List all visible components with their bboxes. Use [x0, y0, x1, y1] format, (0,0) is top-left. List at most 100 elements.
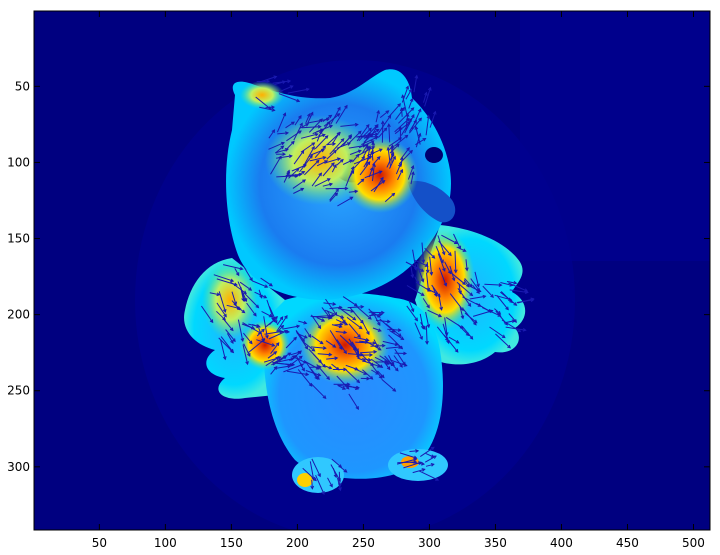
vector-arrow-head: [261, 328, 265, 333]
vector-arrow-head: [316, 376, 320, 381]
vector-arrow-head: [469, 335, 474, 340]
vector-arrow: [222, 264, 243, 270]
vector-arrow-head: [339, 158, 344, 163]
vector-arrow-head: [303, 320, 308, 325]
vector-arrow: [273, 352, 291, 364]
vector-arrow-head: [476, 287, 481, 292]
vector-arrow: [304, 328, 312, 338]
vector-arrow: [312, 128, 324, 135]
vector-arrow-head: [253, 312, 257, 317]
vector-arrow: [309, 461, 315, 480]
vector-arrow: [438, 296, 443, 310]
vector-arrow-head: [441, 251, 446, 256]
vector-arrow: [330, 107, 341, 125]
vector-arrow-head: [352, 316, 357, 321]
vector-arrow-head: [356, 354, 360, 359]
vector-arrow-head: [460, 315, 465, 320]
vector-arrow-head: [344, 104, 348, 109]
vector-arrow: [435, 246, 444, 263]
vector-arrow-head: [380, 374, 385, 379]
vector-arrow-head: [343, 469, 348, 473]
vector-arrow-head: [362, 358, 367, 362]
vector-arrow: [436, 326, 449, 341]
vector-arrow-head: [307, 334, 312, 338]
vector-arrow-head: [337, 106, 341, 111]
vector-arrow-head: [421, 468, 426, 472]
vector-arrow-head: [222, 308, 227, 313]
vector-arrow-head: [222, 356, 227, 361]
vector-arrow: [402, 95, 408, 115]
vector-arrow: [220, 336, 234, 353]
vector-arrow: [310, 368, 320, 380]
vector-arrow-head: [421, 259, 426, 264]
vector-arrow-head: [522, 328, 527, 332]
vector-arrow: [325, 298, 338, 316]
vector-arrow-head: [410, 308, 415, 313]
vector-arrow-head: [375, 371, 380, 375]
vector-arrow: [310, 346, 326, 349]
vector-arrow: [416, 263, 424, 282]
vector-arrow: [405, 261, 424, 272]
vector-arrow-head: [319, 118, 323, 123]
vector-arrow-head: [404, 134, 409, 139]
vector-arrow: [310, 382, 327, 399]
vector-arrow: [362, 358, 371, 361]
vector-arrow-head: [328, 365, 333, 370]
owl-beak: [408, 180, 456, 223]
vector-arrow-head: [331, 162, 335, 167]
vector-arrow-head: [322, 145, 327, 150]
vector-arrow: [425, 463, 434, 467]
vector-arrow-head: [305, 123, 310, 127]
vector-arrow: [314, 145, 326, 159]
vector-arrow: [358, 127, 372, 142]
vector-arrow-head: [334, 192, 339, 197]
vector-arrow-head: [317, 372, 322, 377]
vector-arrow-head: [230, 340, 234, 345]
vector-arrow: [331, 164, 337, 173]
vector-arrow-head: [243, 298, 248, 303]
vector-arrow: [342, 159, 353, 165]
vector-arrow: [348, 338, 360, 355]
vector-arrow-head: [331, 313, 336, 318]
vector-arrow: [337, 385, 346, 390]
vector-arrow-head: [275, 342, 280, 346]
vector-arrow-head: [298, 172, 303, 177]
vector-arrow-head: [426, 114, 431, 119]
vector-arrow: [216, 278, 238, 286]
vector-arrow: [367, 148, 383, 157]
vector-arrow-head: [443, 282, 448, 287]
vector-arrow-head: [370, 362, 374, 367]
vector-arrow: [329, 192, 338, 202]
vector-arrow-head: [455, 339, 460, 344]
vector-arrow-head: [360, 320, 364, 324]
vector-arrow-head: [530, 298, 535, 302]
vector-arrow-head: [233, 301, 238, 306]
vector-arrow: [298, 320, 307, 324]
vector-arrow: [274, 81, 286, 86]
vector-arrow-head: [332, 344, 337, 348]
vector-arrow-head: [376, 109, 380, 114]
vector-arrow: [421, 242, 424, 263]
vector-arrow-head: [313, 477, 317, 482]
x-tick-label: 250: [352, 536, 375, 550]
foot-hot-spot: [297, 473, 313, 487]
vector-arrow: [335, 331, 347, 334]
vector-arrow-head: [403, 351, 408, 356]
vector-arrow: [506, 281, 517, 284]
vector-arrow: [494, 308, 501, 315]
vector-arrow: [243, 266, 253, 281]
vector-arrow-head: [370, 140, 375, 144]
vector-arrow-head: [314, 132, 319, 137]
vector-arrow: [464, 278, 473, 288]
vector-arrow: [314, 135, 329, 150]
vector-arrow: [277, 325, 284, 333]
y-tick-label: 50: [15, 79, 30, 93]
vector-arrow-head: [281, 80, 286, 84]
vector-arrow-head: [366, 161, 371, 165]
vector-arrow: [283, 363, 304, 373]
vector-arrow-head: [394, 367, 399, 372]
vector-arrow: [315, 474, 325, 495]
vector-arrow: [266, 299, 275, 320]
vector-arrow-head: [324, 135, 329, 139]
vector-arrow: [256, 328, 265, 337]
